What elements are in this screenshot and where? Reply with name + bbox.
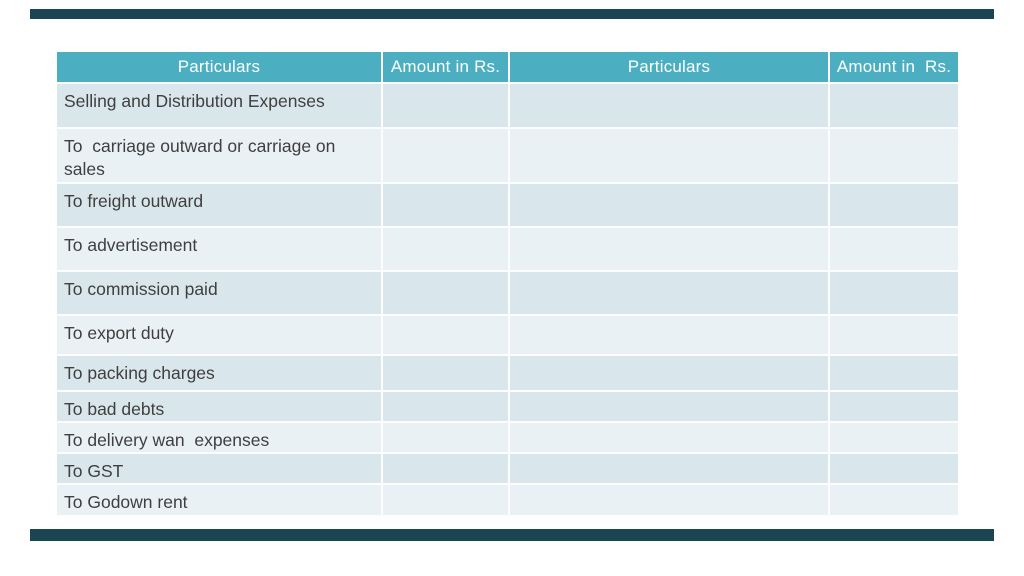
cell-particulars-2	[510, 454, 830, 485]
table-row: Selling and Distribution Expenses	[57, 84, 958, 129]
cell-amount-2	[830, 356, 958, 392]
cell-amount-1	[383, 485, 510, 517]
cell-particulars-2	[510, 84, 830, 129]
header-amount-2: Amount in Rs.	[830, 52, 958, 84]
cell-amount-1	[383, 184, 510, 228]
table-body: Selling and Distribution Expenses To carr…	[57, 84, 958, 517]
cell-amount-2	[830, 272, 958, 316]
cell-amount-2	[830, 392, 958, 423]
cell-amount-2	[830, 84, 958, 129]
cell-amount-1	[383, 356, 510, 392]
cell-amount-2	[830, 454, 958, 485]
cell-amount-1	[383, 454, 510, 485]
cell-particulars-2	[510, 392, 830, 423]
cell-amount-1	[383, 228, 510, 272]
cell-particulars-1: Selling and Distribution Expenses	[57, 84, 383, 129]
cell-particulars-1: To carriage outward or carriage on sales	[57, 129, 383, 184]
cell-particulars-2	[510, 356, 830, 392]
cell-amount-2	[830, 129, 958, 184]
cell-particulars-1: To advertisement	[57, 228, 383, 272]
table-row: To bad debts	[57, 392, 958, 423]
cell-particulars-2	[510, 485, 830, 517]
cell-amount-1	[383, 316, 510, 356]
cell-particulars-1: To bad debts	[57, 392, 383, 423]
cell-particulars-2	[510, 184, 830, 228]
cell-particulars-1: To packing charges	[57, 356, 383, 392]
cell-particulars-2	[510, 423, 830, 454]
cell-particulars-1: To freight outward	[57, 184, 383, 228]
top-accent-bar	[30, 9, 994, 19]
header-amount-1: Amount in Rs.	[383, 52, 510, 84]
cell-amount-2	[830, 316, 958, 356]
cell-amount-2	[830, 485, 958, 517]
cell-amount-1	[383, 84, 510, 129]
table-row: To carriage outward or carriage on sales	[57, 129, 958, 184]
cell-particulars-2	[510, 228, 830, 272]
table-row: To freight outward	[57, 184, 958, 228]
cell-amount-2	[830, 184, 958, 228]
cell-particulars-2	[510, 129, 830, 184]
cell-particulars-1: To GST	[57, 454, 383, 485]
cell-amount-2	[830, 423, 958, 454]
cell-particulars-1: To commission paid	[57, 272, 383, 316]
cell-amount-1	[383, 272, 510, 316]
table-row: To export duty	[57, 316, 958, 356]
cell-amount-1	[383, 392, 510, 423]
cell-particulars-2	[510, 272, 830, 316]
table-row: To Godown rent	[57, 485, 958, 517]
cell-amount-1	[383, 423, 510, 454]
table-row: To advertisement	[57, 228, 958, 272]
table-header-row: Particulars Amount in Rs. Particulars Amoun…	[57, 52, 958, 84]
bottom-accent-bar	[30, 529, 994, 541]
header-particulars-2: Particulars	[510, 52, 830, 84]
header-particulars-1: Particulars	[57, 52, 383, 84]
table-row: To delivery wan expenses	[57, 423, 958, 454]
cell-particulars-1: To Godown rent	[57, 485, 383, 517]
cell-particulars-1: To delivery wan expenses	[57, 423, 383, 454]
table-row: To GST	[57, 454, 958, 485]
cell-amount-2	[830, 228, 958, 272]
table-row: To packing charges	[57, 356, 958, 392]
table-row: To commission paid	[57, 272, 958, 316]
cell-amount-1	[383, 129, 510, 184]
selling-distribution-expenses-table: Particulars Amount in Rs. Particulars Amoun…	[57, 52, 958, 517]
cell-particulars-1: To export duty	[57, 316, 383, 356]
cell-particulars-2	[510, 316, 830, 356]
